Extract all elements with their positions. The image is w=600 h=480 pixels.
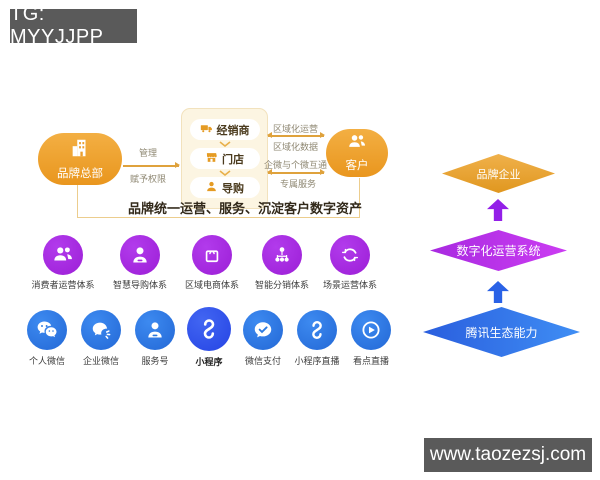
regional-operation-label: 区域化运营: [273, 124, 319, 134]
store-label: 门店: [222, 153, 244, 166]
mini-program-icon: [187, 307, 231, 351]
regional-link-arrow: [267, 132, 325, 138]
guide-person-icon: [205, 180, 218, 196]
wecom-link-arrow: [267, 169, 325, 175]
consumers-icon: [43, 235, 83, 275]
wecom-icon: [81, 310, 121, 350]
system-label: 场景运营体系: [322, 280, 377, 290]
app-item-mini-program-live: 小程序直播: [285, 310, 349, 367]
brand-enterprise-diamond: 品牌企业: [442, 154, 555, 193]
mini-program-live-icon: [297, 310, 337, 350]
app-label: 小程序直播: [294, 356, 340, 366]
grant-permissions-label: 赋予权限: [130, 174, 167, 184]
system-label: 区域电商体系: [184, 280, 239, 290]
app-label: 小程序: [195, 357, 223, 367]
app-label: 服务号: [141, 356, 169, 366]
system-item-consumer-operation: 消费者运营体系: [23, 235, 103, 291]
distributor-pill: 经销商: [189, 119, 260, 140]
app-label: 微信支付: [244, 356, 281, 366]
store-pill: 门店: [189, 148, 260, 169]
system-item-regional-ecommerce: 区域电商体系: [172, 235, 252, 291]
building-icon: [69, 137, 91, 164]
up-arrow-icon: [487, 281, 509, 303]
channel-panel: 经销商 门店 导购: [181, 108, 268, 209]
wecom-interop-label: 企微与个微互通: [264, 160, 328, 170]
up-arrow-icon: [487, 199, 509, 221]
system-label: 智慧导购体系: [112, 280, 167, 290]
distributor-label: 经销商: [216, 124, 250, 137]
kandian-live-icon: [351, 310, 391, 350]
brand-hq-node: 品牌总部: [38, 133, 122, 185]
digital-operation-label: 数字化运营系统: [456, 244, 541, 258]
system-label: 智能分销体系: [254, 280, 309, 290]
bracket-line-bottom: [77, 217, 360, 218]
customer-node: 客户: [326, 129, 388, 177]
bracket-line-left: [77, 185, 78, 217]
wechat-icon: [27, 310, 67, 350]
manage-arrow: [123, 162, 180, 168]
shopping-bag-icon: [192, 235, 232, 275]
storefront-icon: [205, 151, 218, 167]
app-item-kandian-live: 看点直播: [339, 310, 403, 367]
app-item-personal-wechat: 个人微信: [15, 310, 79, 367]
customer-label: 客户: [345, 160, 369, 172]
smart-guide-icon: [120, 235, 160, 275]
brand-hq-label: 品牌总部: [57, 168, 103, 180]
app-item-wechat-pay: 微信支付: [231, 310, 295, 367]
digital-operation-diamond: 数字化运营系统: [430, 230, 567, 271]
wechat-pay-icon: [243, 310, 283, 350]
telegram-watermark: TG: MYYJJPP: [10, 3, 137, 48]
cycle-icon: [330, 235, 370, 275]
tencent-ecosystem-diamond: 腾讯生态能力: [423, 307, 580, 357]
site-watermark: www.taozezsj.com: [424, 438, 592, 472]
guide-pill: 导购: [189, 177, 260, 198]
regional-data-label: 区域化数据: [273, 142, 319, 152]
service-account-icon: [135, 310, 175, 350]
chevron-down-icon: [219, 170, 231, 177]
exclusive-service-label: 专属服务: [280, 179, 317, 189]
tencent-ecosystem-label: 腾讯生态能力: [465, 325, 538, 340]
app-label: 企业微信: [82, 356, 119, 366]
app-item-service-account: 服务号: [123, 310, 187, 367]
brand-enterprise-label: 品牌企业: [476, 168, 521, 181]
app-item-mini-program: 小程序: [177, 307, 241, 368]
bracket-line-right: [359, 178, 360, 217]
system-item-scene-operation: 场景运营体系: [310, 235, 390, 291]
system-item-smart-guide: 智慧导购体系: [100, 235, 180, 291]
system-item-smart-distribution: 智能分销体系: [242, 235, 322, 291]
app-item-wecom: 企业微信: [69, 310, 133, 367]
app-label: 个人微信: [28, 356, 65, 366]
distribution-network-icon: [262, 235, 302, 275]
chevron-down-icon: [219, 141, 231, 148]
system-label: 消费者运营体系: [31, 280, 95, 290]
guide-label: 导购: [222, 182, 244, 195]
app-label: 看点直播: [352, 356, 389, 366]
customers-icon: [347, 133, 367, 156]
summary-text: 品牌统一运营、服务、沉淀客户数字资产: [127, 201, 362, 216]
manage-label: 管理: [139, 148, 158, 158]
truck-icon: [200, 122, 213, 138]
